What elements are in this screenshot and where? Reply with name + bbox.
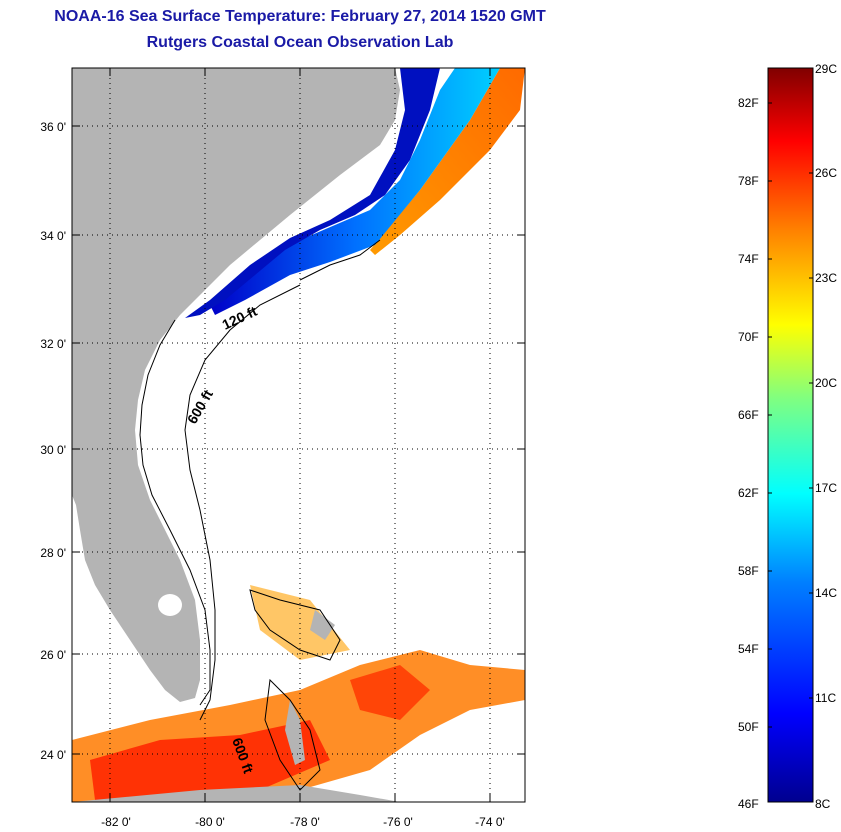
bahamas-north-patch — [250, 585, 350, 660]
lon-label: -80 0' — [195, 815, 225, 829]
map-frame — [71, 67, 526, 803]
lat-label: 24 0' — [40, 748, 66, 762]
lat-label: 34 0' — [40, 229, 66, 243]
lon-label: -76 0' — [383, 815, 413, 829]
colorbar-f-label: 58F — [738, 564, 759, 578]
colorbar-f-label: 78F — [738, 174, 759, 188]
tick-marks — [72, 68, 525, 802]
nearshore-cold-water — [185, 68, 440, 318]
colorbar-f-label: 70F — [738, 330, 759, 344]
gulf-stream-warm-water — [370, 68, 525, 255]
contour-600ft — [184, 284, 301, 721]
colorbar-c-label: 8C — [815, 797, 831, 811]
lake-okeechobee — [158, 594, 182, 616]
contour-120ft — [139, 319, 211, 706]
colorbar-c-label: 11C — [815, 691, 837, 705]
contour-bahama-bank — [249, 589, 341, 661]
land-grand-bahama — [310, 610, 335, 640]
lon-label: -82 0' — [101, 815, 131, 829]
colorbar-f-label: 46F — [738, 797, 759, 811]
colorbar-c-label: 17C — [815, 481, 838, 495]
colorbar-f-label: 54F — [738, 642, 759, 656]
bahamas-warm-patch — [350, 665, 430, 720]
colorbar-f-label: 50F — [738, 720, 759, 734]
colorbar-c-label: 20C — [815, 376, 838, 390]
map-subtitle: Rutgers Coastal Ocean Observation Lab — [146, 34, 454, 51]
southern-hot-water — [90, 720, 330, 800]
colorbar-c-label: 26C — [815, 166, 838, 180]
lat-label: 28 0' — [40, 546, 66, 560]
colorbar-f-label: 82F — [738, 96, 759, 110]
cold-shelf-water — [210, 68, 500, 315]
colorbar-f-label: 62F — [738, 486, 759, 500]
contour-great-bahama-bank — [264, 678, 321, 791]
colorbar-ticks — [768, 102, 813, 728]
land-cuba — [72, 785, 400, 802]
colorbar-f-label: 66F — [738, 408, 759, 422]
lat-label: 26 0' — [40, 648, 66, 662]
lat-label: 30 0' — [40, 443, 66, 457]
lon-label: -74 0' — [475, 815, 505, 829]
colorbar-f-label: 74F — [738, 252, 759, 266]
lat-label: 32 0' — [40, 337, 66, 351]
colorbar-c-label: 14C — [815, 586, 838, 600]
lat-label: 36 0' — [40, 120, 66, 134]
colorbar-c-label: 23C — [815, 271, 838, 285]
colorbar — [767, 67, 814, 803]
lon-label: -78 0' — [290, 815, 320, 829]
land-mainland — [72, 68, 400, 702]
grid-lines — [72, 68, 525, 802]
map-title: NOAA-16 Sea Surface Temperature: Februar… — [54, 8, 546, 25]
contour-shelf-north — [299, 239, 381, 281]
colorbar-c-label: 29C — [815, 62, 838, 76]
